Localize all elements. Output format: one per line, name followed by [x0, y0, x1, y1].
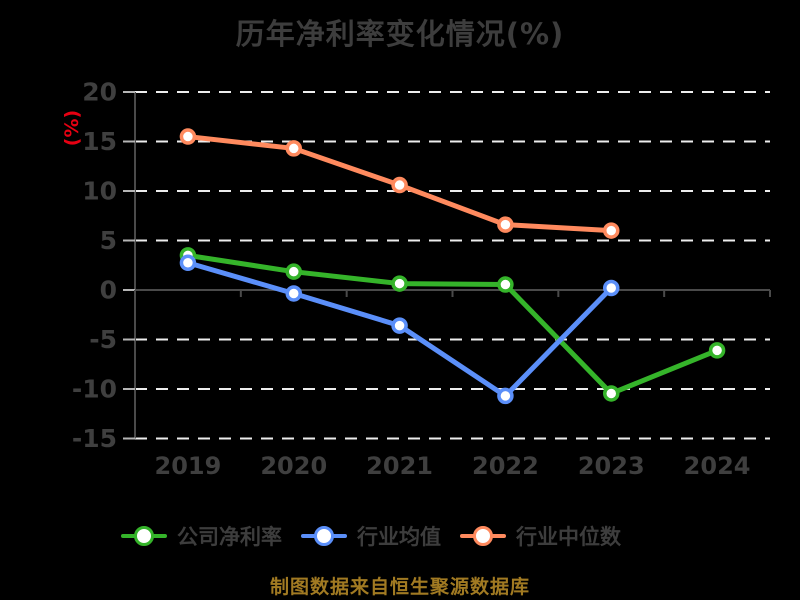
chart-legend: 公司净利率 行业均值 行业中位数	[0, 521, 800, 551]
legend-marker-line-icon	[301, 525, 347, 547]
y-tick-label: -10	[72, 375, 117, 404]
y-tick-label: 5	[100, 226, 117, 255]
data-source-note: 制图数据来自恒生聚源数据库	[269, 576, 530, 598]
series-point-0	[285, 263, 302, 280]
legend-marker-line-icon	[460, 525, 506, 547]
y-tick-label: 20	[82, 78, 117, 107]
series-point-2	[179, 128, 197, 145]
y-tick-label: -15	[72, 424, 117, 453]
x-tick-label: 2019	[155, 452, 222, 480]
legend-item-industry-median[interactable]: 行业中位数	[460, 521, 621, 551]
series-point-2	[391, 176, 408, 194]
x-tick-label: 2023	[578, 452, 645, 480]
series-point-2	[603, 222, 620, 239]
series-point-1	[285, 285, 302, 302]
y-tick-label: 10	[82, 177, 117, 206]
series-line-0	[185, 252, 720, 396]
y-tick-label: 0	[100, 276, 117, 305]
series-point-1	[179, 254, 197, 272]
series-point-0	[497, 276, 514, 293]
series-point-0	[603, 385, 620, 402]
series-point-2	[497, 216, 514, 233]
x-tick-label: 2021	[366, 452, 433, 480]
x-tick-label: 2024	[684, 452, 751, 480]
chart-title: 历年净利率变化情况(%)	[235, 17, 565, 51]
x-tick-label: 2022	[472, 452, 539, 480]
y-tick-label: 15	[82, 127, 117, 156]
y-tick-label: -5	[89, 325, 117, 354]
series-point-0	[708, 342, 726, 359]
legend-label: 行业中位数	[516, 525, 621, 549]
series-point-2	[285, 140, 302, 157]
legend-marker-line-icon	[121, 525, 167, 547]
legend-label: 公司净利率	[177, 525, 282, 549]
series-point-1	[497, 387, 514, 405]
series-point-1	[603, 279, 620, 297]
x-tick-label: 2020	[260, 452, 327, 480]
legend-item-industry-average[interactable]: 行业均值	[301, 521, 441, 551]
series-point-1	[391, 317, 408, 334]
legend-label: 行业均值	[357, 525, 441, 549]
series-point-0	[391, 275, 408, 292]
legend-item-company-net-margin[interactable]: 公司净利率	[121, 521, 282, 551]
